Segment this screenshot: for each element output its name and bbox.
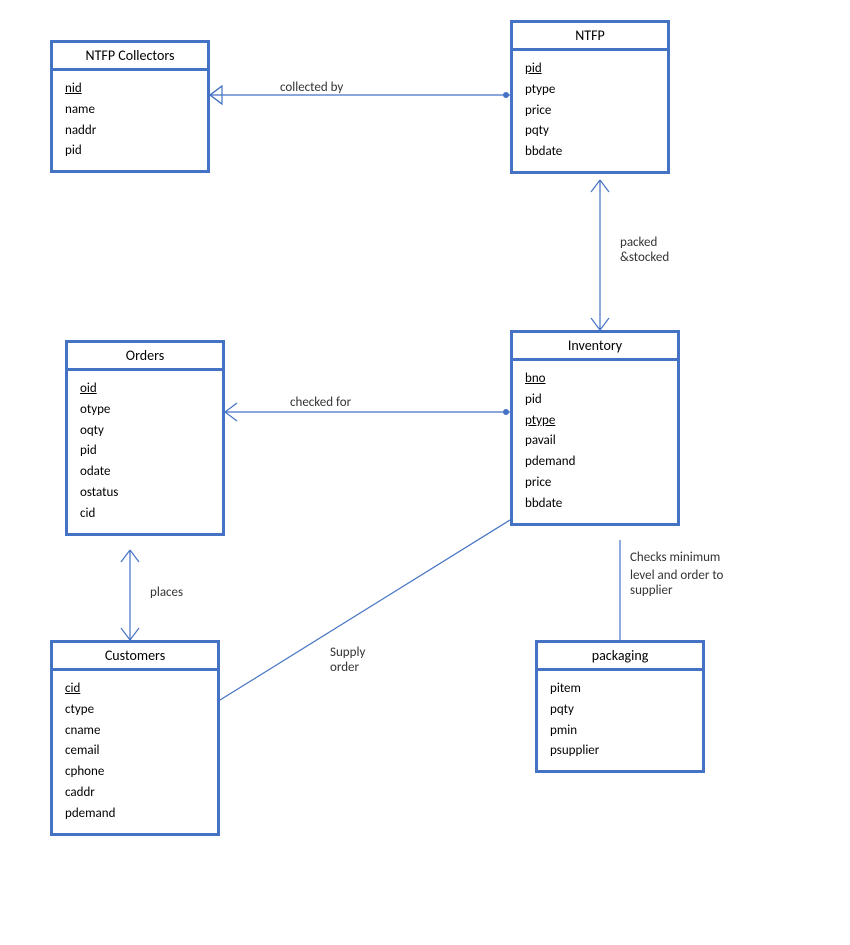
attr: caddr bbox=[65, 783, 205, 804]
entity-ntfp: NTFP pid ptype price pqty bbdate bbox=[510, 20, 670, 174]
attr-pk: nid bbox=[65, 79, 195, 100]
attr: pid bbox=[525, 390, 665, 411]
attr: pqty bbox=[550, 700, 690, 721]
attr: oqty bbox=[80, 421, 210, 442]
entity-attrs: bno pid ptype pavail pdemand price bbdat… bbox=[513, 361, 677, 523]
label-packed-stocked: packed &stocked bbox=[620, 235, 669, 265]
entity-attrs: pid ptype price pqty bbdate bbox=[513, 51, 667, 171]
attr: pdemand bbox=[65, 804, 205, 825]
attr-pk: ptype bbox=[525, 411, 665, 432]
attr: pqty bbox=[525, 121, 655, 142]
dot-end bbox=[503, 92, 509, 98]
label-level-order: level and order to supplier bbox=[630, 568, 723, 598]
entity-inventory: Inventory bno pid ptype pavail pdemand p… bbox=[510, 330, 680, 526]
entity-ntfp-collectors: NTFP Collectors nid name naddr pid bbox=[50, 40, 210, 173]
attr: pmin bbox=[550, 721, 690, 742]
label-checked-for: checked for bbox=[290, 395, 351, 410]
attr-pk: oid bbox=[80, 379, 210, 400]
attr: naddr bbox=[65, 121, 195, 142]
entity-packaging: packaging pitem pqty pmin psupplier bbox=[535, 640, 705, 773]
attr: ptype bbox=[525, 80, 655, 101]
attr: cphone bbox=[65, 762, 205, 783]
entity-attrs: oid otype oqty pid odate ostatus cid bbox=[68, 371, 222, 533]
entity-attrs: nid name naddr pid bbox=[53, 71, 207, 170]
attr: bbdate bbox=[525, 142, 655, 163]
entity-attrs: cid ctype cname cemail cphone caddr pdem… bbox=[53, 671, 217, 833]
label-collected-by: collected by bbox=[280, 80, 343, 95]
attr-pk: cid bbox=[65, 679, 205, 700]
attr: odate bbox=[80, 462, 210, 483]
attr: pdemand bbox=[525, 452, 665, 473]
entity-header: NTFP bbox=[513, 23, 667, 51]
entity-orders: Orders oid otype oqty pid odate ostatus … bbox=[65, 340, 225, 536]
entity-header: Customers bbox=[53, 643, 217, 671]
crow-foot bbox=[210, 86, 222, 104]
label-places: places bbox=[150, 585, 183, 600]
attr-pk: pid bbox=[525, 59, 655, 80]
attr: cid bbox=[80, 504, 210, 525]
entity-customers: Customers cid ctype cname cemail cphone … bbox=[50, 640, 220, 836]
attr: pid bbox=[80, 441, 210, 462]
entity-header: packaging bbox=[538, 643, 702, 671]
attr: pavail bbox=[525, 431, 665, 452]
label-checks-min: Checks minimum bbox=[630, 550, 720, 565]
attr: ctype bbox=[65, 700, 205, 721]
attr-pk: bno bbox=[525, 369, 665, 390]
attr: pitem bbox=[550, 679, 690, 700]
attr: price bbox=[525, 473, 665, 494]
attr: cname bbox=[65, 721, 205, 742]
attr: cemail bbox=[65, 741, 205, 762]
entity-header: Orders bbox=[68, 343, 222, 371]
label-supply-order: Supply order bbox=[330, 645, 365, 675]
entity-header: NTFP Collectors bbox=[53, 43, 207, 71]
entity-header: Inventory bbox=[513, 333, 677, 361]
attr: name bbox=[65, 100, 195, 121]
attr: bbdate bbox=[525, 494, 665, 515]
attr: pid bbox=[65, 141, 195, 162]
entity-attrs: pitem pqty pmin psupplier bbox=[538, 671, 702, 770]
attr: ostatus bbox=[80, 483, 210, 504]
attr: price bbox=[525, 101, 655, 122]
attr: otype bbox=[80, 400, 210, 421]
attr: psupplier bbox=[550, 741, 690, 762]
